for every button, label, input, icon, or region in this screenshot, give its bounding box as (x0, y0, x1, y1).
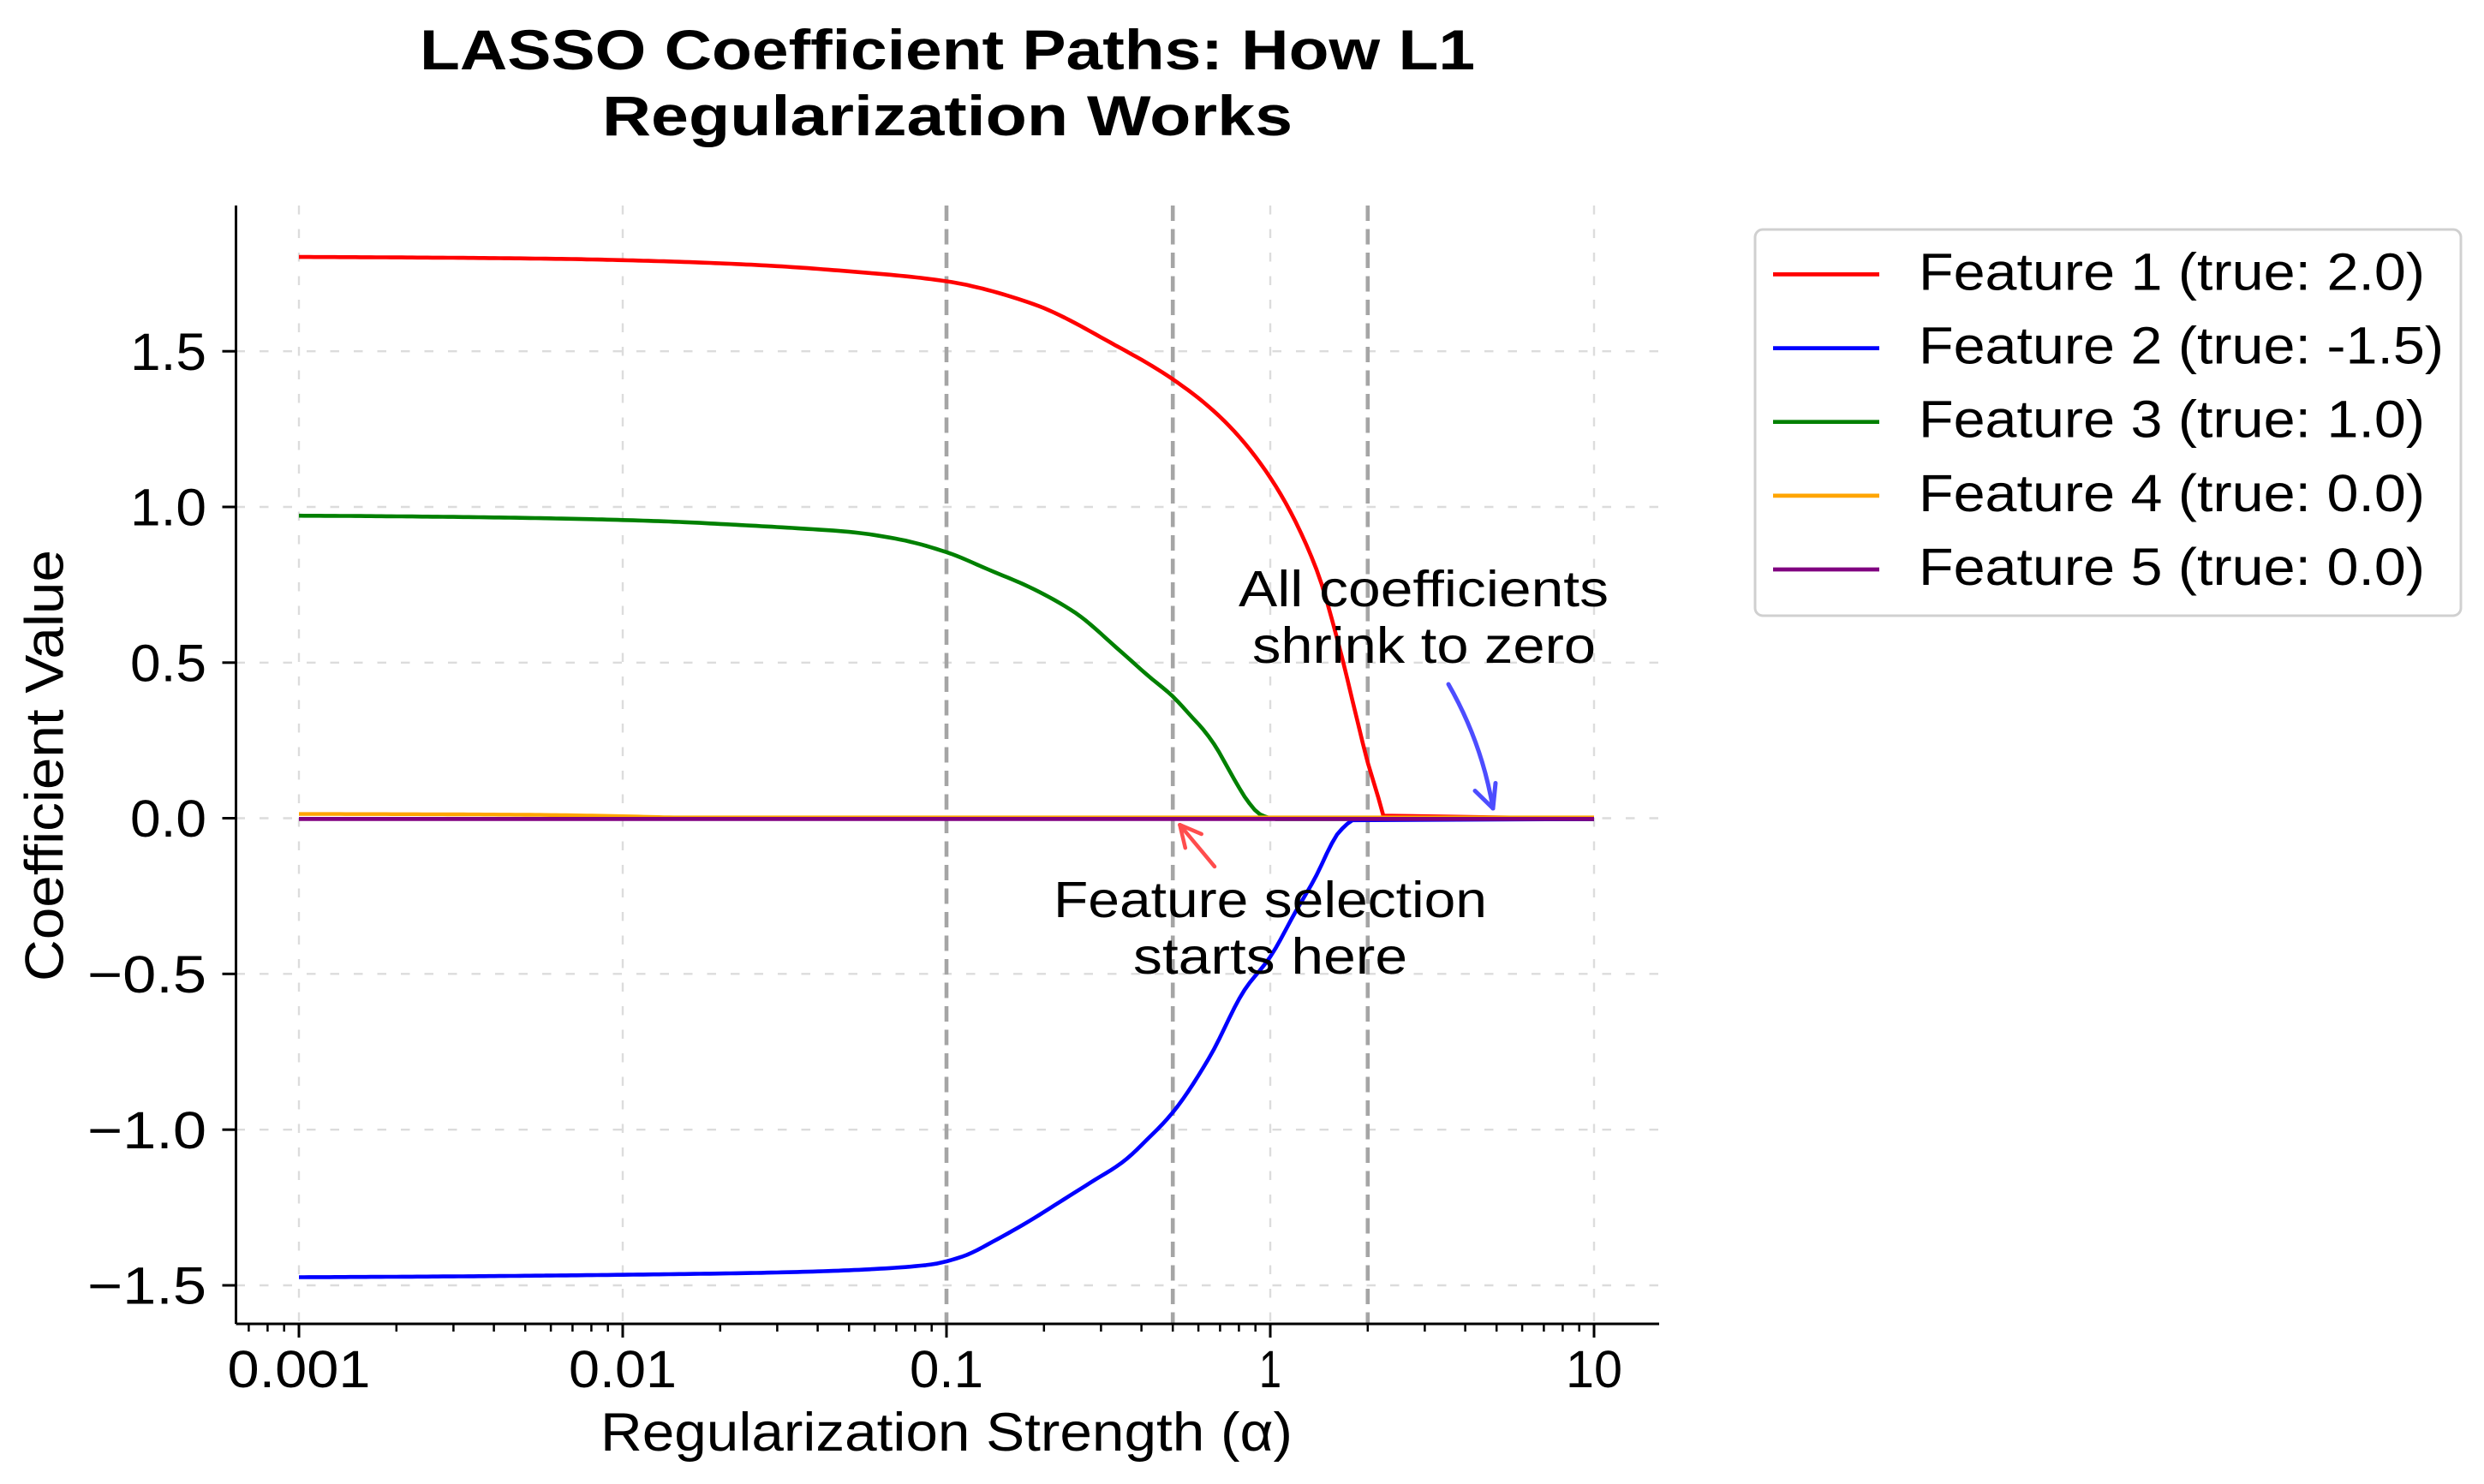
svg-text:−0.5: −0.5 (87, 945, 206, 1004)
svg-text:−1.0: −1.0 (87, 1101, 206, 1159)
svg-text:Regularization Works: Regularization Works (602, 84, 1293, 147)
svg-text:0.5: 0.5 (130, 635, 206, 693)
svg-text:0.0: 0.0 (130, 790, 206, 848)
svg-text:−1.5: −1.5 (87, 1257, 206, 1315)
svg-text:1.0: 1.0 (130, 479, 206, 537)
svg-text:shrink to zero: shrink to zero (1252, 617, 1596, 674)
svg-text:All coefficients: All coefficients (1239, 561, 1609, 617)
svg-text:Coefficient Value: Coefficient Value (15, 550, 75, 981)
svg-text:Feature selection: Feature selection (1054, 872, 1487, 928)
svg-text:Regularization Strength (α): Regularization Strength (α) (600, 1403, 1293, 1463)
svg-text:0.1: 0.1 (910, 1340, 983, 1398)
svg-text:0.001: 0.001 (228, 1340, 371, 1398)
svg-text:Feature 4 (true: 0.0): Feature 4 (true: 0.0) (1919, 464, 2425, 522)
svg-text:Feature 1 (true: 2.0): Feature 1 (true: 2.0) (1919, 242, 2425, 301)
svg-text:Feature 5 (true: 0.0): Feature 5 (true: 0.0) (1919, 538, 2425, 596)
svg-text:10: 10 (1566, 1340, 1622, 1398)
svg-text:1.5: 1.5 (130, 323, 206, 381)
svg-text:Feature 2 (true: -1.5): Feature 2 (true: -1.5) (1919, 317, 2444, 375)
svg-text:LASSO Coefficient Paths: How L: LASSO Coefficient Paths: How L1 (420, 18, 1475, 81)
svg-text:Feature 3 (true: 1.0): Feature 3 (true: 1.0) (1919, 390, 2425, 449)
svg-text:1: 1 (1259, 1340, 1281, 1398)
svg-text:0.01: 0.01 (569, 1340, 677, 1398)
svg-text:starts here: starts here (1133, 928, 1407, 985)
